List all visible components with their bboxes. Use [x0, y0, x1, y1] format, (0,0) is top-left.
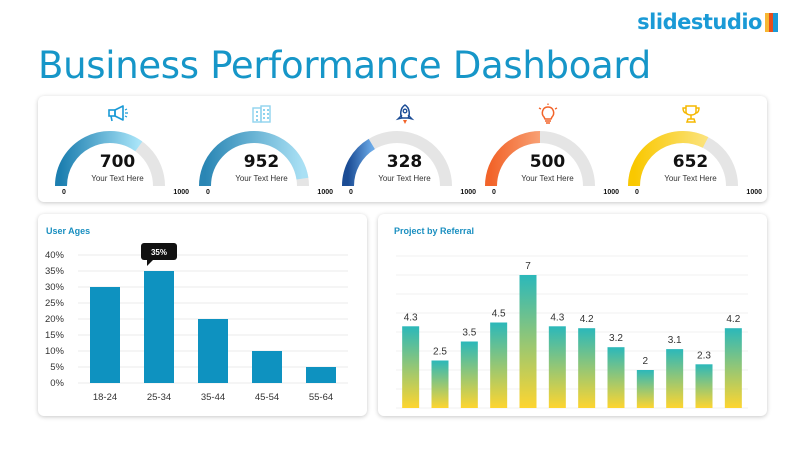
gauge-max: 1000: [746, 189, 762, 196]
data-label: 2.3: [697, 350, 711, 361]
building-icon: [251, 105, 271, 123]
bar: [431, 360, 449, 408]
y-tick-label: 30%: [45, 282, 65, 293]
gauge-max: 1000: [460, 189, 476, 196]
callout-bubble: [141, 243, 177, 260]
data-label: 3.2: [609, 333, 623, 344]
gauge-arc: [485, 131, 595, 187]
data-label: 3.1: [668, 335, 682, 346]
kpi-card: 700 Your Text Here 0 1000 952 Your Text Here 0…: [38, 96, 767, 202]
referral-chart: 4.3 2.5 3.5 4.5 7 4.3 4.2 3.2 2 3.1 2.3 4.2: [396, 255, 748, 409]
gauge-max: 1000: [603, 189, 619, 196]
gauge-fill: [55, 131, 143, 187]
gauge-fill: [199, 131, 309, 187]
gauge-value: 328: [386, 152, 423, 172]
gauge-label: Your Text Here: [664, 174, 717, 183]
bar: [252, 351, 282, 383]
y-tick-label: 35%: [45, 266, 65, 277]
gauge-max: 1000: [173, 189, 189, 196]
gauge-4: 500 Your Text Here 0 1000: [485, 96, 619, 202]
data-label: 3.5: [462, 328, 476, 339]
bar: [607, 347, 625, 408]
referral-title: Project by Referral: [394, 226, 475, 236]
callout-label: 35%: [151, 248, 167, 257]
bar: [666, 349, 684, 408]
gauge-min: 0: [62, 189, 66, 196]
bar: [144, 271, 174, 383]
user-ages-title: User Ages: [46, 226, 91, 236]
gauge-label: Your Text Here: [91, 174, 144, 183]
gauge-min: 0: [635, 189, 639, 196]
y-tick-label: 15%: [45, 330, 65, 341]
user-ages-card: User Ages 0% 5% 10% 15% 20% 25% 30% 35% 40% 18-24…: [38, 214, 367, 416]
data-label: 4.3: [550, 312, 564, 323]
bar: [490, 322, 508, 408]
logo-text: slidestudio: [637, 10, 762, 34]
bar: [519, 275, 537, 408]
lightbulb-icon: [538, 103, 557, 124]
data-label: 4.2: [580, 314, 594, 325]
user-ages-chart: 0% 5% 10% 15% 20% 25% 30% 35% 40% 18-24 25-34 35% 35…: [45, 243, 348, 403]
trophy-icon: [681, 105, 700, 123]
y-tick-label: 10%: [45, 346, 65, 357]
data-label: 4.3: [404, 312, 418, 323]
bar: [724, 328, 742, 408]
gauge-value: 500: [529, 152, 566, 172]
gauge-label: Your Text Here: [521, 174, 574, 183]
bar: [695, 364, 713, 408]
gauge-max: 1000: [317, 189, 333, 196]
data-label: 2.5: [433, 347, 447, 358]
gauge-value: 700: [99, 152, 136, 172]
gauge-label: Your Text Here: [378, 174, 431, 183]
gauge-arc: [628, 131, 738, 187]
data-label: 4.5: [492, 309, 506, 320]
x-tick-label: 35-44: [201, 392, 225, 403]
x-tick-label: 25-34: [147, 392, 171, 403]
gauge-arc: [199, 131, 309, 187]
gauge-fill: [628, 131, 709, 187]
brand-logo: slidestudio: [637, 10, 778, 34]
x-tick-label: 18-24: [93, 392, 117, 403]
bar: [578, 328, 596, 408]
gauge-value: 952: [243, 152, 280, 172]
referral-card: Project by Referral 4.3 2.5 3.5 4.5 7 4.3 4.2 3…: [378, 214, 767, 416]
bar: [548, 326, 566, 408]
gauge-5: 652 Your Text Here 0 1000: [628, 96, 762, 202]
y-tick-label: 0%: [50, 378, 64, 389]
gauge-arc: [342, 131, 452, 187]
gauge-min: 0: [349, 189, 353, 196]
bar: [198, 319, 228, 383]
page-title: Business Performance Dashboard: [38, 44, 651, 87]
data-label: 7: [525, 261, 531, 272]
gauge-fill: [342, 138, 376, 187]
gauge-1: 700 Your Text Here 0 1000: [55, 96, 189, 202]
gauge-fill: [485, 131, 541, 187]
gauge-min: 0: [492, 189, 496, 196]
gauge-value: 652: [672, 152, 709, 172]
bar: [402, 326, 420, 408]
bar: [636, 370, 654, 408]
x-tick-label: 45-54: [255, 392, 279, 403]
gauge-min: 0: [206, 189, 210, 196]
rocket-icon: [395, 104, 414, 124]
data-label: 4.2: [726, 314, 740, 325]
bar: [306, 367, 336, 383]
y-tick-label: 40%: [45, 250, 65, 261]
data-label: 2: [643, 356, 649, 367]
y-tick-label: 25%: [45, 298, 65, 309]
gauge-3: 328 Your Text Here 0 1000: [342, 96, 476, 202]
bar: [460, 341, 478, 408]
x-tick-label: 55-64: [309, 392, 333, 403]
y-tick-label: 5%: [50, 362, 64, 373]
y-tick-label: 20%: [45, 314, 65, 325]
gauge-arc: [55, 131, 165, 187]
logo-mark-icon: [765, 12, 778, 32]
bar: [90, 287, 120, 383]
gauge-2: 952 Your Text Here 0 1000: [199, 96, 333, 202]
gauge-label: Your Text Here: [235, 174, 288, 183]
megaphone-icon: [107, 105, 128, 122]
